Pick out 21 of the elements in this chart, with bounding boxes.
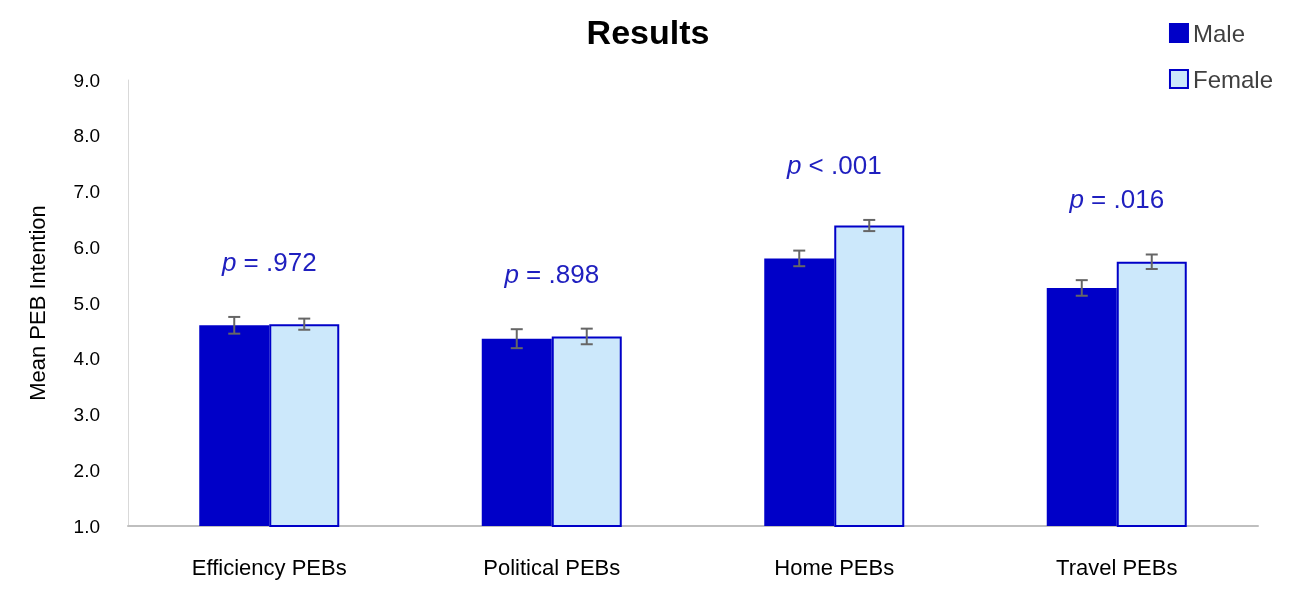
- x-tick-label: Home PEBs: [774, 554, 895, 580]
- y-tick-label: 7.0: [73, 181, 100, 202]
- y-tick-label: 4.0: [73, 348, 100, 370]
- annotation: p = .016: [1068, 184, 1165, 215]
- legend-label: Male: [1192, 19, 1245, 47]
- annotation: p = .898: [503, 258, 600, 289]
- legend-label: Female: [1192, 65, 1273, 93]
- x-tick-label: Efficiency PEBs: [191, 554, 347, 580]
- y-tick-label: 2.0: [73, 459, 100, 481]
- y-tick-label: 3.0: [73, 404, 100, 425]
- y-tick-label: 6.0: [73, 236, 100, 258]
- y-tick-label: 5.0: [73, 292, 100, 314]
- x-tick-label: Travel PEBs: [1056, 554, 1178, 580]
- y-tick-label: 9.0: [73, 69, 100, 91]
- y-tick-label: 1.0: [73, 515, 100, 537]
- annotation: p < .001: [785, 149, 882, 180]
- chart-title: Results: [586, 13, 710, 51]
- y-tick-label: 8.0: [73, 125, 100, 147]
- x-tick-label: Political PEBs: [483, 554, 621, 580]
- annotation: p = .972: [220, 246, 317, 277]
- y-axis-title: Mean PEB Intention: [24, 205, 50, 401]
